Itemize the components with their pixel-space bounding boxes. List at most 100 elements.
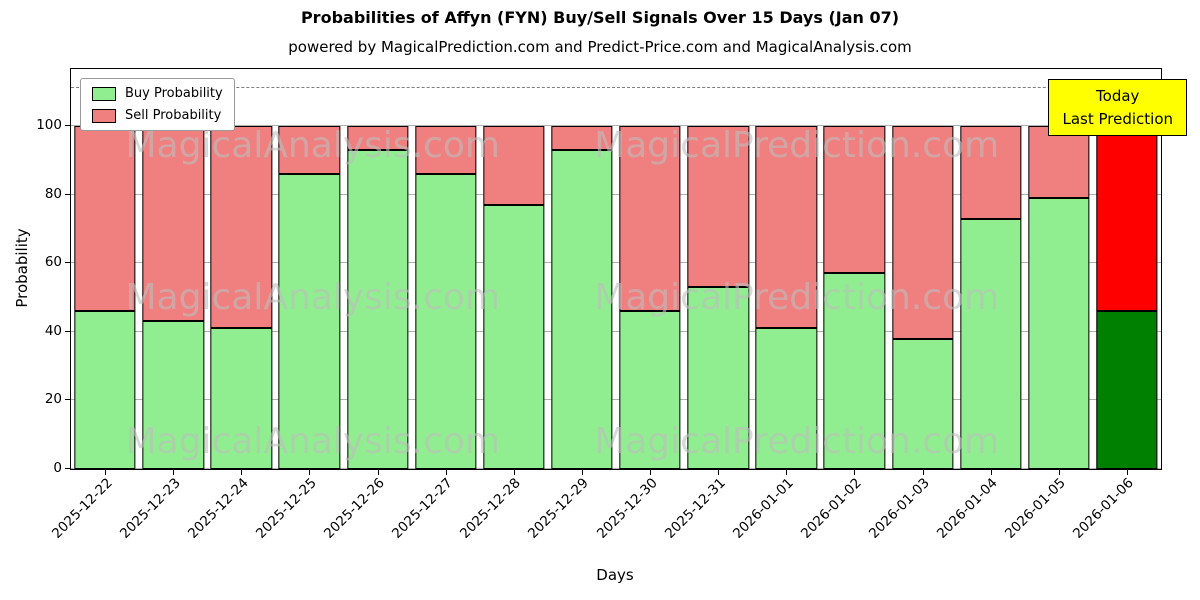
chart-title: Probabilities of Affyn (FYN) Buy/Sell Si… [300, 8, 900, 27]
y-tick-label: 100 [36, 116, 62, 133]
stacked-bar-2025-12-22 [74, 125, 136, 469]
stacked-bar-2025-12-28 [483, 125, 545, 469]
sell-segment [1028, 125, 1090, 198]
y-tick-mark [65, 468, 71, 469]
y-tick-label: 20 [44, 391, 62, 408]
bar-slot [548, 69, 616, 469]
buy-segment [960, 218, 1022, 469]
buy-segment [823, 273, 886, 469]
stacked-bar-2026-01-02 [823, 125, 886, 469]
y-tick-label: 40 [44, 322, 62, 339]
sell-segment [687, 125, 749, 288]
gridline [71, 330, 1161, 332]
bar-slot [344, 69, 412, 469]
x-tick-mark [105, 469, 107, 475]
sell-segment [415, 125, 477, 174]
x-tick-mark [922, 469, 924, 475]
sell-segment [755, 125, 817, 329]
bar-slot [207, 69, 275, 469]
buy-segment [483, 204, 545, 469]
stacked-bar-2026-01-06 [1096, 125, 1158, 469]
gridline [71, 399, 1161, 401]
buy-segment [1096, 311, 1158, 469]
legend-buy-label: Buy Probability [125, 86, 223, 101]
x-tick-mark [445, 469, 447, 475]
buy-segment [278, 173, 341, 469]
bar-slot [616, 69, 684, 469]
bar-slot [1093, 69, 1161, 469]
x-tick-mark [786, 469, 788, 475]
buy-segment [346, 149, 409, 469]
x-tick-mark [718, 469, 720, 475]
buy-segment [210, 328, 272, 469]
sell-segment [74, 125, 136, 312]
bar-slot [275, 69, 343, 469]
x-tick-mark [1126, 469, 1128, 475]
sell-segment [891, 125, 954, 339]
legend: Buy Probability Sell Probability [80, 78, 235, 131]
buy-segment [551, 149, 613, 469]
y-tick-mark [65, 124, 71, 126]
stacked-bar-2025-12-29 [551, 125, 613, 469]
x-tick-mark [581, 469, 583, 475]
buy-segment [619, 311, 681, 469]
stacked-bar-2025-12-26 [346, 125, 409, 469]
stacked-bar-2026-01-03 [891, 125, 954, 469]
x-tick-mark [990, 469, 992, 475]
annotation-line2: Last Prediction [1062, 109, 1173, 128]
stacked-bar-2025-12-30 [619, 125, 681, 469]
chart-subtitle: powered by MagicalPrediction.com and Pre… [288, 38, 912, 56]
x-tick-mark [241, 469, 243, 475]
y-tick-mark [65, 399, 71, 401]
bar-slot [71, 69, 139, 469]
bar-slot [752, 69, 820, 469]
x-tick-mark [513, 469, 515, 475]
buy-segment [142, 321, 204, 469]
y-tick-mark [65, 193, 71, 195]
sell-segment [1096, 125, 1158, 312]
buy-segment [1028, 197, 1090, 469]
gridline [71, 468, 1161, 469]
x-tick-mark [309, 469, 311, 475]
x-axis-label: Days [596, 566, 634, 584]
buy-segment [891, 338, 954, 469]
gridline [71, 193, 1161, 195]
bar-slot [1025, 69, 1093, 469]
x-tick-mark [1058, 469, 1060, 475]
sell-segment [551, 125, 613, 150]
y-tick-mark [65, 262, 71, 264]
buy-segment [74, 311, 136, 469]
gridline [71, 262, 1161, 264]
annotation-line1: Today [1096, 87, 1140, 105]
bar-slot [889, 69, 957, 469]
bar-slot [957, 69, 1025, 469]
bar-slot [139, 69, 207, 469]
legend-item-buy: Buy Probability [92, 86, 223, 101]
buy-segment [755, 328, 817, 469]
stacked-bar-2026-01-01 [755, 125, 817, 469]
sell-segment [278, 125, 341, 174]
sell-segment [142, 125, 204, 322]
x-tick-mark [650, 469, 652, 475]
today-annotation: Today Last Prediction [1048, 79, 1187, 136]
sell-segment [346, 125, 409, 150]
buy-color-swatch [92, 86, 116, 101]
stacked-bar-2025-12-27 [415, 125, 477, 469]
stacked-bar-2025-12-24 [210, 125, 272, 469]
stacked-bar-2025-12-23 [142, 125, 204, 469]
plot-area: MagicalAnalysis.com MagicalPrediction.co… [65, 68, 1187, 475]
bar-slot [684, 69, 752, 469]
sell-segment [483, 125, 545, 205]
y-axis-ticks: 0 20 40 60 80 100 [0, 68, 62, 476]
stacked-bar-2025-12-31 [687, 125, 749, 469]
stacked-bar-2026-01-04 [960, 125, 1022, 469]
sell-segment [823, 125, 886, 274]
y-tick-label: 60 [44, 254, 62, 271]
sell-segment [210, 125, 272, 329]
x-axis-ticks: 2025-12-22 2025-12-23 2025-12-24 2025-12-25… [48, 475, 1138, 542]
legend-item-sell: Sell Probability [92, 108, 223, 123]
y-tick-label: 0 [53, 460, 62, 476]
bar-slot [820, 69, 888, 469]
x-tick-mark [854, 469, 856, 475]
